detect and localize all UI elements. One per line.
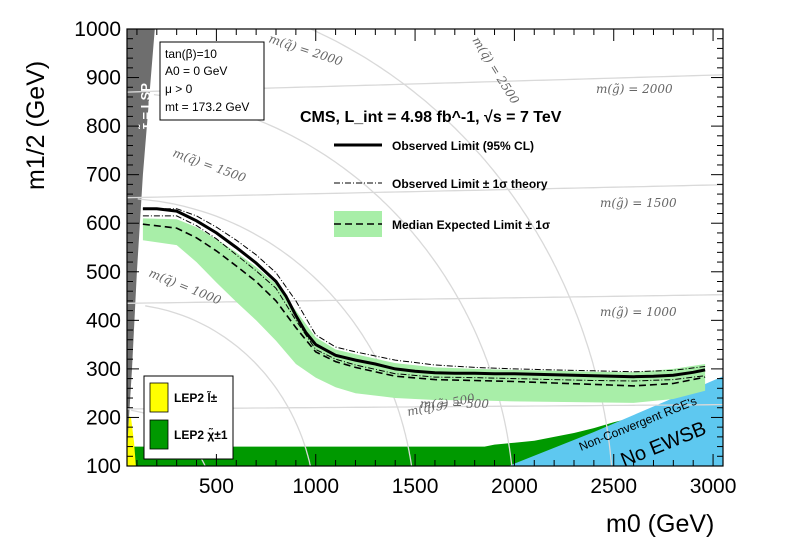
lep2-slepton-label: LEP2 l̃± — [174, 390, 218, 405]
lep2-slepton-region — [127, 415, 136, 466]
gluino-contour-1500 — [127, 184, 723, 199]
y-tick-label: 1000 — [74, 18, 121, 41]
legend-theory-label: Observed Limit ± 1σ theory — [392, 177, 548, 191]
gluino-contour-label-1500: m(g̃) = 1500 — [600, 196, 677, 210]
x-axis-title: m0 (GeV) — [606, 510, 714, 538]
gluino-contour-label-2000: m(g̃) = 2000 — [596, 82, 673, 96]
squark-contour-1500 — [137, 198, 413, 466]
y-tick-label: 300 — [86, 358, 121, 381]
y-tick-label: 400 — [86, 309, 121, 332]
legend-expected-label: Median Expected Limit ± 1σ — [392, 218, 550, 232]
y-tick-label: 100 — [86, 455, 121, 478]
lep2-slepton-swatch — [149, 382, 169, 413]
observed-limit — [142, 207, 706, 379]
gluino-contour-1000 — [127, 294, 723, 304]
x-tick-label: 3000 — [690, 475, 737, 498]
expected-limit-band — [142, 218, 706, 403]
stau-lsp-label: τ̃ = LSP — [138, 83, 153, 129]
lep2-legend: LEP2 l̃± LEP2 χ̃±1 — [143, 375, 234, 460]
lep2-chargino-label: LEP2 χ̃±1 — [174, 427, 228, 442]
y-axis-title: m1/2 (GeV) — [22, 61, 50, 190]
y-tick-label: 200 — [86, 406, 121, 429]
squark-contour-2000 — [153, 93, 513, 466]
axis-ticks: 500 1000 1500 2000 2500 3000 100 200 300 400 500 60… — [74, 18, 736, 498]
y-tick-label: 600 — [86, 212, 121, 235]
squark-contour-1000 — [145, 305, 312, 466]
y-tick-label: 700 — [86, 164, 121, 187]
stau-lsp-region — [127, 29, 155, 452]
main-legend: Observed Limit (95% CL) Observed Limit ±… — [334, 139, 550, 237]
x-tick-label: 1000 — [292, 475, 339, 498]
lep2-chargino-swatch — [149, 419, 169, 450]
chart-title: CMS, L_int = 4.98 fb^-1, √s = 7 TeV — [300, 109, 562, 126]
x-tick-label: 2000 — [491, 475, 538, 498]
x-tick-label: 2500 — [590, 475, 637, 498]
x-tick-label: 500 — [199, 475, 234, 498]
param-a0: A0 = 0 GeV — [165, 64, 227, 78]
param-mu: μ > 0 — [165, 82, 193, 96]
plot-frame — [126, 28, 724, 467]
y-tick-label: 500 — [86, 261, 121, 284]
legend-observed-label: Observed Limit (95% CL) — [392, 139, 534, 153]
observed-limit-plus-theory — [142, 208, 706, 373]
gluino-contour-label-1000: m(g̃) = 1000 — [600, 305, 677, 319]
median-expected-limit — [142, 223, 706, 387]
y-tick-label: 900 — [86, 67, 121, 90]
parameter-box: tan(β)=10 A0 = 0 GeV μ > 0 mt = 173.2 Ge… — [159, 41, 265, 121]
non-convergent-region — [508, 376, 723, 466]
param-mtop: mt = 173.2 GeV — [165, 100, 249, 114]
param-tanbeta: tan(β)=10 — [165, 47, 217, 61]
x-tick-label: 1500 — [392, 475, 439, 498]
gluino-contour-label-500: m(g̃) = 500 — [420, 397, 489, 411]
y-tick-label: 800 — [86, 115, 121, 138]
